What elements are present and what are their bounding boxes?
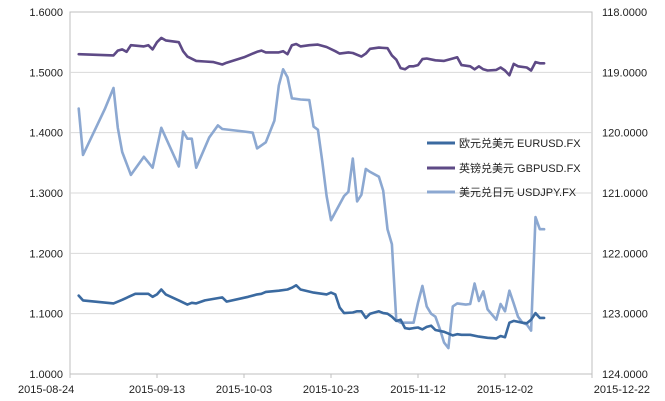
left-tick-label: 1.6000 bbox=[29, 7, 63, 19]
x-tick-label: 2015-12-02 bbox=[477, 384, 533, 396]
right-tick-label: 124.0000 bbox=[602, 369, 648, 381]
legend-label: 欧元兑美元 EURUSD.FX bbox=[459, 136, 581, 150]
series-line-2 bbox=[77, 68, 546, 350]
legend-label: 英镑兑美元 GBPUSD.FX bbox=[459, 161, 581, 175]
right-tick-label: 123.0000 bbox=[602, 309, 648, 321]
x-tick-label: 2015-08-24 bbox=[18, 384, 74, 396]
right-tick-label: 121.0000 bbox=[602, 188, 648, 200]
series-lines bbox=[77, 36, 546, 350]
right-axis-tick-labels: 118.0000 119.0000 120.0000 121.0000 122.0000… bbox=[602, 7, 648, 381]
legend: 欧元兑美元 EURUSD.FX 英镑兑美元 GBPUSD.FX 美元兑日元 USDJ… bbox=[427, 136, 581, 199]
legend-label: 美元兑日元 USDJPY.FX bbox=[459, 185, 577, 199]
right-tick-label: 118.0000 bbox=[602, 7, 647, 19]
x-tick-label: 2015-10-03 bbox=[216, 384, 272, 396]
right-tick-label: 120.0000 bbox=[602, 128, 648, 140]
right-tick-label: 119.0000 bbox=[602, 67, 647, 79]
x-tick-label: 2015-12-22 bbox=[594, 384, 650, 396]
right-tick-label: 122.0000 bbox=[602, 248, 648, 260]
left-tick-label: 1.2000 bbox=[29, 248, 63, 260]
x-tick-label: 2015-11-12 bbox=[390, 384, 445, 396]
left-tick-label: 1.0000 bbox=[29, 369, 63, 381]
left-tick-label: 1.4000 bbox=[29, 128, 63, 140]
series-line-0 bbox=[77, 284, 546, 340]
left-tick-label: 1.1000 bbox=[29, 309, 63, 321]
x-axis-tick-labels: 2015-08-24 2015-09-13 2015-10-03 2015-10-23… bbox=[18, 374, 650, 396]
left-tick-label: 1.5000 bbox=[29, 67, 63, 79]
left-axis-tick-labels: 1.0000 1.1000 1.2000 1.3000 1.4000 1.5000 1.60… bbox=[29, 7, 63, 381]
left-tick-label: 1.3000 bbox=[29, 188, 63, 200]
series-line-1 bbox=[77, 36, 546, 77]
x-tick-label: 2015-10-23 bbox=[303, 384, 359, 396]
x-tick-label: 2015-09-13 bbox=[129, 384, 185, 396]
